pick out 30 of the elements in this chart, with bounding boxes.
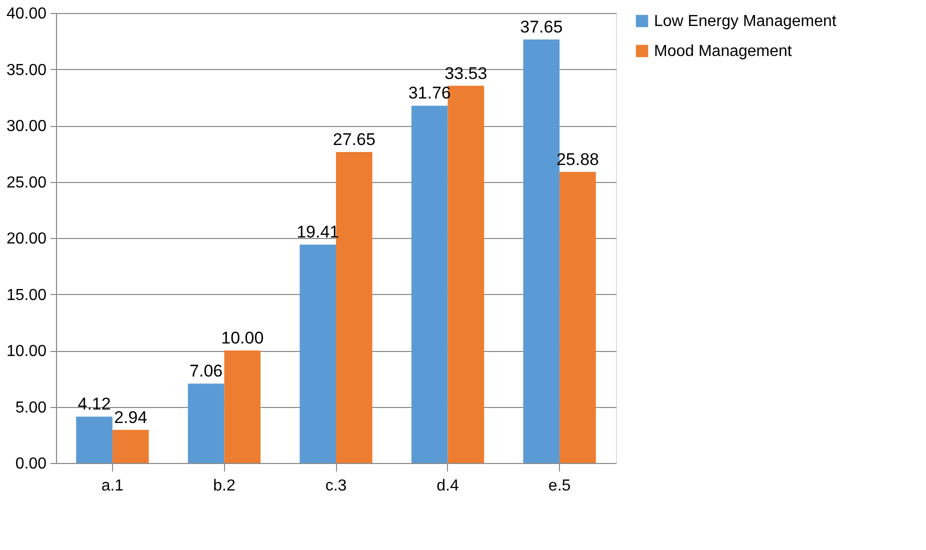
data-label: 10.00 bbox=[221, 328, 264, 348]
y-tick-label: 0.00 bbox=[15, 456, 47, 472]
bar bbox=[560, 172, 596, 463]
y-tick-label: 30.00 bbox=[6, 118, 47, 135]
legend-label: Low Energy Management bbox=[654, 13, 837, 30]
y-tick-label: 15.00 bbox=[6, 286, 47, 304]
x-tick-label: c.3 bbox=[325, 478, 347, 494]
bar bbox=[188, 384, 224, 463]
bar bbox=[76, 416, 112, 463]
x-tick-label: e.5 bbox=[548, 478, 571, 494]
y-tick-label: 25.00 bbox=[6, 174, 47, 192]
x-tick-label: b.2 bbox=[213, 478, 236, 494]
bar bbox=[300, 244, 336, 463]
legend-label: Mood Management bbox=[654, 43, 792, 60]
data-label: 4.12 bbox=[78, 394, 111, 414]
data-label: 33.53 bbox=[444, 64, 488, 83]
y-tick-label: 35.00 bbox=[6, 62, 47, 79]
bar bbox=[411, 106, 448, 463]
y-tick-label: 5.00 bbox=[15, 399, 47, 416]
data-label: 27.65 bbox=[332, 130, 376, 149]
data-label: 2.94 bbox=[114, 408, 148, 427]
data-label: 7.06 bbox=[190, 362, 223, 381]
x-tick-label: a.1 bbox=[101, 478, 124, 494]
y-tick-label: 10.00 bbox=[6, 343, 47, 360]
bar bbox=[224, 350, 261, 463]
y-tick-label: 40.00 bbox=[6, 6, 47, 22]
x-tick-label: d.4 bbox=[436, 478, 459, 494]
bar bbox=[112, 430, 149, 463]
y-tick-label: 20.00 bbox=[6, 230, 47, 248]
data-label: 37.65 bbox=[520, 17, 563, 36]
